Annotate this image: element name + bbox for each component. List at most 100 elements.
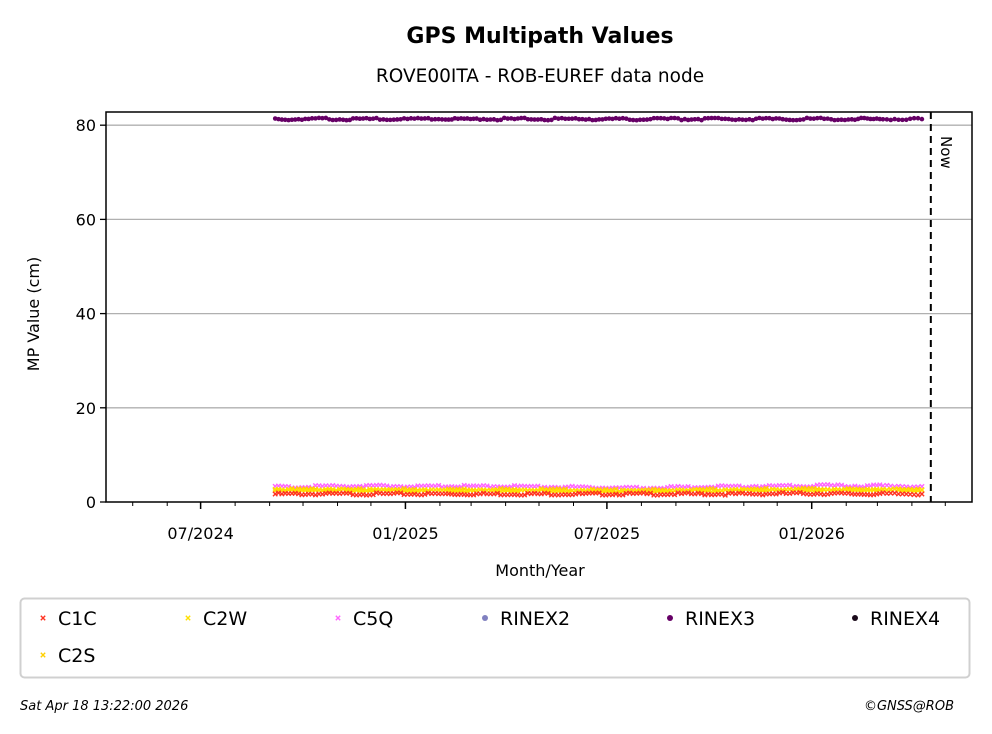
data-point bbox=[397, 490, 404, 496]
data-point bbox=[518, 115, 524, 121]
data-point bbox=[562, 116, 568, 122]
data-point bbox=[736, 117, 742, 122]
data-point bbox=[790, 117, 796, 123]
data-point bbox=[915, 486, 921, 492]
data-point bbox=[596, 490, 602, 496]
data-point bbox=[698, 490, 705, 497]
legend-label-c5q: C5Q bbox=[353, 608, 393, 630]
data-point bbox=[302, 116, 308, 122]
data-point bbox=[569, 116, 575, 121]
data-point bbox=[801, 117, 806, 122]
data-point bbox=[891, 486, 898, 492]
legend-marker bbox=[482, 615, 488, 621]
data-point bbox=[326, 117, 332, 122]
data-point bbox=[880, 490, 886, 496]
data-point bbox=[491, 117, 497, 122]
data-point bbox=[610, 116, 615, 122]
data-point bbox=[797, 489, 803, 496]
data-point bbox=[398, 116, 403, 122]
legend-label-rinex4: RINEX4 bbox=[870, 608, 940, 630]
data-point bbox=[40, 615, 46, 621]
data-point bbox=[394, 117, 400, 122]
x-tick-label: 07/2024 bbox=[167, 524, 233, 543]
data-point bbox=[783, 117, 789, 122]
data-point bbox=[494, 490, 501, 496]
data-point bbox=[634, 117, 639, 123]
data-point bbox=[880, 116, 886, 122]
data-point bbox=[498, 117, 504, 123]
data-point bbox=[391, 117, 397, 122]
data-point bbox=[313, 116, 318, 121]
data-point bbox=[384, 117, 390, 123]
data-point bbox=[282, 117, 288, 123]
data-point bbox=[552, 115, 558, 121]
data-point bbox=[919, 116, 925, 122]
data-point bbox=[415, 115, 421, 121]
y-tick-label: 80 bbox=[76, 116, 96, 135]
data-point bbox=[712, 115, 718, 121]
legend-label-c1c: C1C bbox=[58, 608, 97, 630]
data-point bbox=[573, 116, 578, 121]
legend-label-rinex2: RINEX2 bbox=[500, 608, 570, 630]
data-point bbox=[412, 116, 417, 121]
data-point bbox=[405, 116, 410, 122]
data-point bbox=[381, 117, 386, 122]
data-point bbox=[429, 117, 434, 122]
now-label: Now bbox=[937, 136, 955, 169]
data-point bbox=[333, 117, 339, 123]
data-point bbox=[422, 491, 428, 498]
data-point bbox=[627, 117, 633, 123]
data-point bbox=[528, 117, 534, 122]
grid-lines bbox=[106, 124, 972, 409]
data-point bbox=[617, 116, 622, 122]
data-point bbox=[671, 492, 678, 498]
data-point bbox=[559, 115, 565, 121]
data-point bbox=[637, 117, 643, 123]
data-point bbox=[337, 117, 342, 122]
data-point bbox=[360, 116, 366, 121]
data-point bbox=[347, 490, 353, 496]
data-point bbox=[733, 117, 738, 123]
data-point bbox=[279, 117, 285, 122]
data-point bbox=[685, 117, 691, 123]
data-point bbox=[915, 492, 921, 498]
data-point bbox=[838, 482, 845, 488]
data-point bbox=[794, 117, 799, 123]
data-point bbox=[316, 115, 322, 121]
data-point bbox=[439, 117, 445, 122]
data-point bbox=[919, 491, 925, 497]
x-tick-label: 01/2025 bbox=[372, 524, 438, 543]
data-point bbox=[350, 116, 356, 121]
data-point bbox=[630, 117, 636, 123]
y-tick-label: 60 bbox=[76, 210, 96, 229]
data-point bbox=[797, 117, 803, 123]
legend-label-rinex3: RINEX3 bbox=[685, 608, 755, 630]
x-tick-label: 07/2025 bbox=[574, 524, 640, 543]
data-point bbox=[808, 116, 813, 121]
data-point bbox=[911, 115, 917, 121]
data-point bbox=[804, 115, 810, 121]
data-point bbox=[340, 486, 346, 492]
data-point bbox=[422, 116, 428, 121]
series-c1c bbox=[272, 489, 925, 498]
data-point bbox=[419, 116, 424, 121]
data-point bbox=[576, 116, 582, 122]
y-tick-label: 40 bbox=[76, 305, 96, 324]
data-point bbox=[408, 116, 414, 121]
data-point bbox=[729, 117, 735, 122]
data-point bbox=[786, 482, 793, 488]
data-point bbox=[521, 492, 528, 498]
data-point bbox=[835, 117, 841, 123]
data-point bbox=[580, 116, 585, 122]
data-point bbox=[623, 116, 629, 121]
data-point bbox=[354, 116, 359, 121]
data-point bbox=[675, 116, 681, 121]
data-point bbox=[846, 117, 851, 122]
data-point bbox=[888, 117, 894, 123]
data-point bbox=[374, 115, 379, 121]
data-point bbox=[289, 117, 295, 123]
timestamp: Sat Apr 18 13:22:00 2026 bbox=[20, 699, 188, 714]
legend-entries: C1C C2W C5Q RINEX2 RINEX3 RINEX4 C2S bbox=[40, 608, 940, 667]
data-point bbox=[832, 117, 837, 123]
